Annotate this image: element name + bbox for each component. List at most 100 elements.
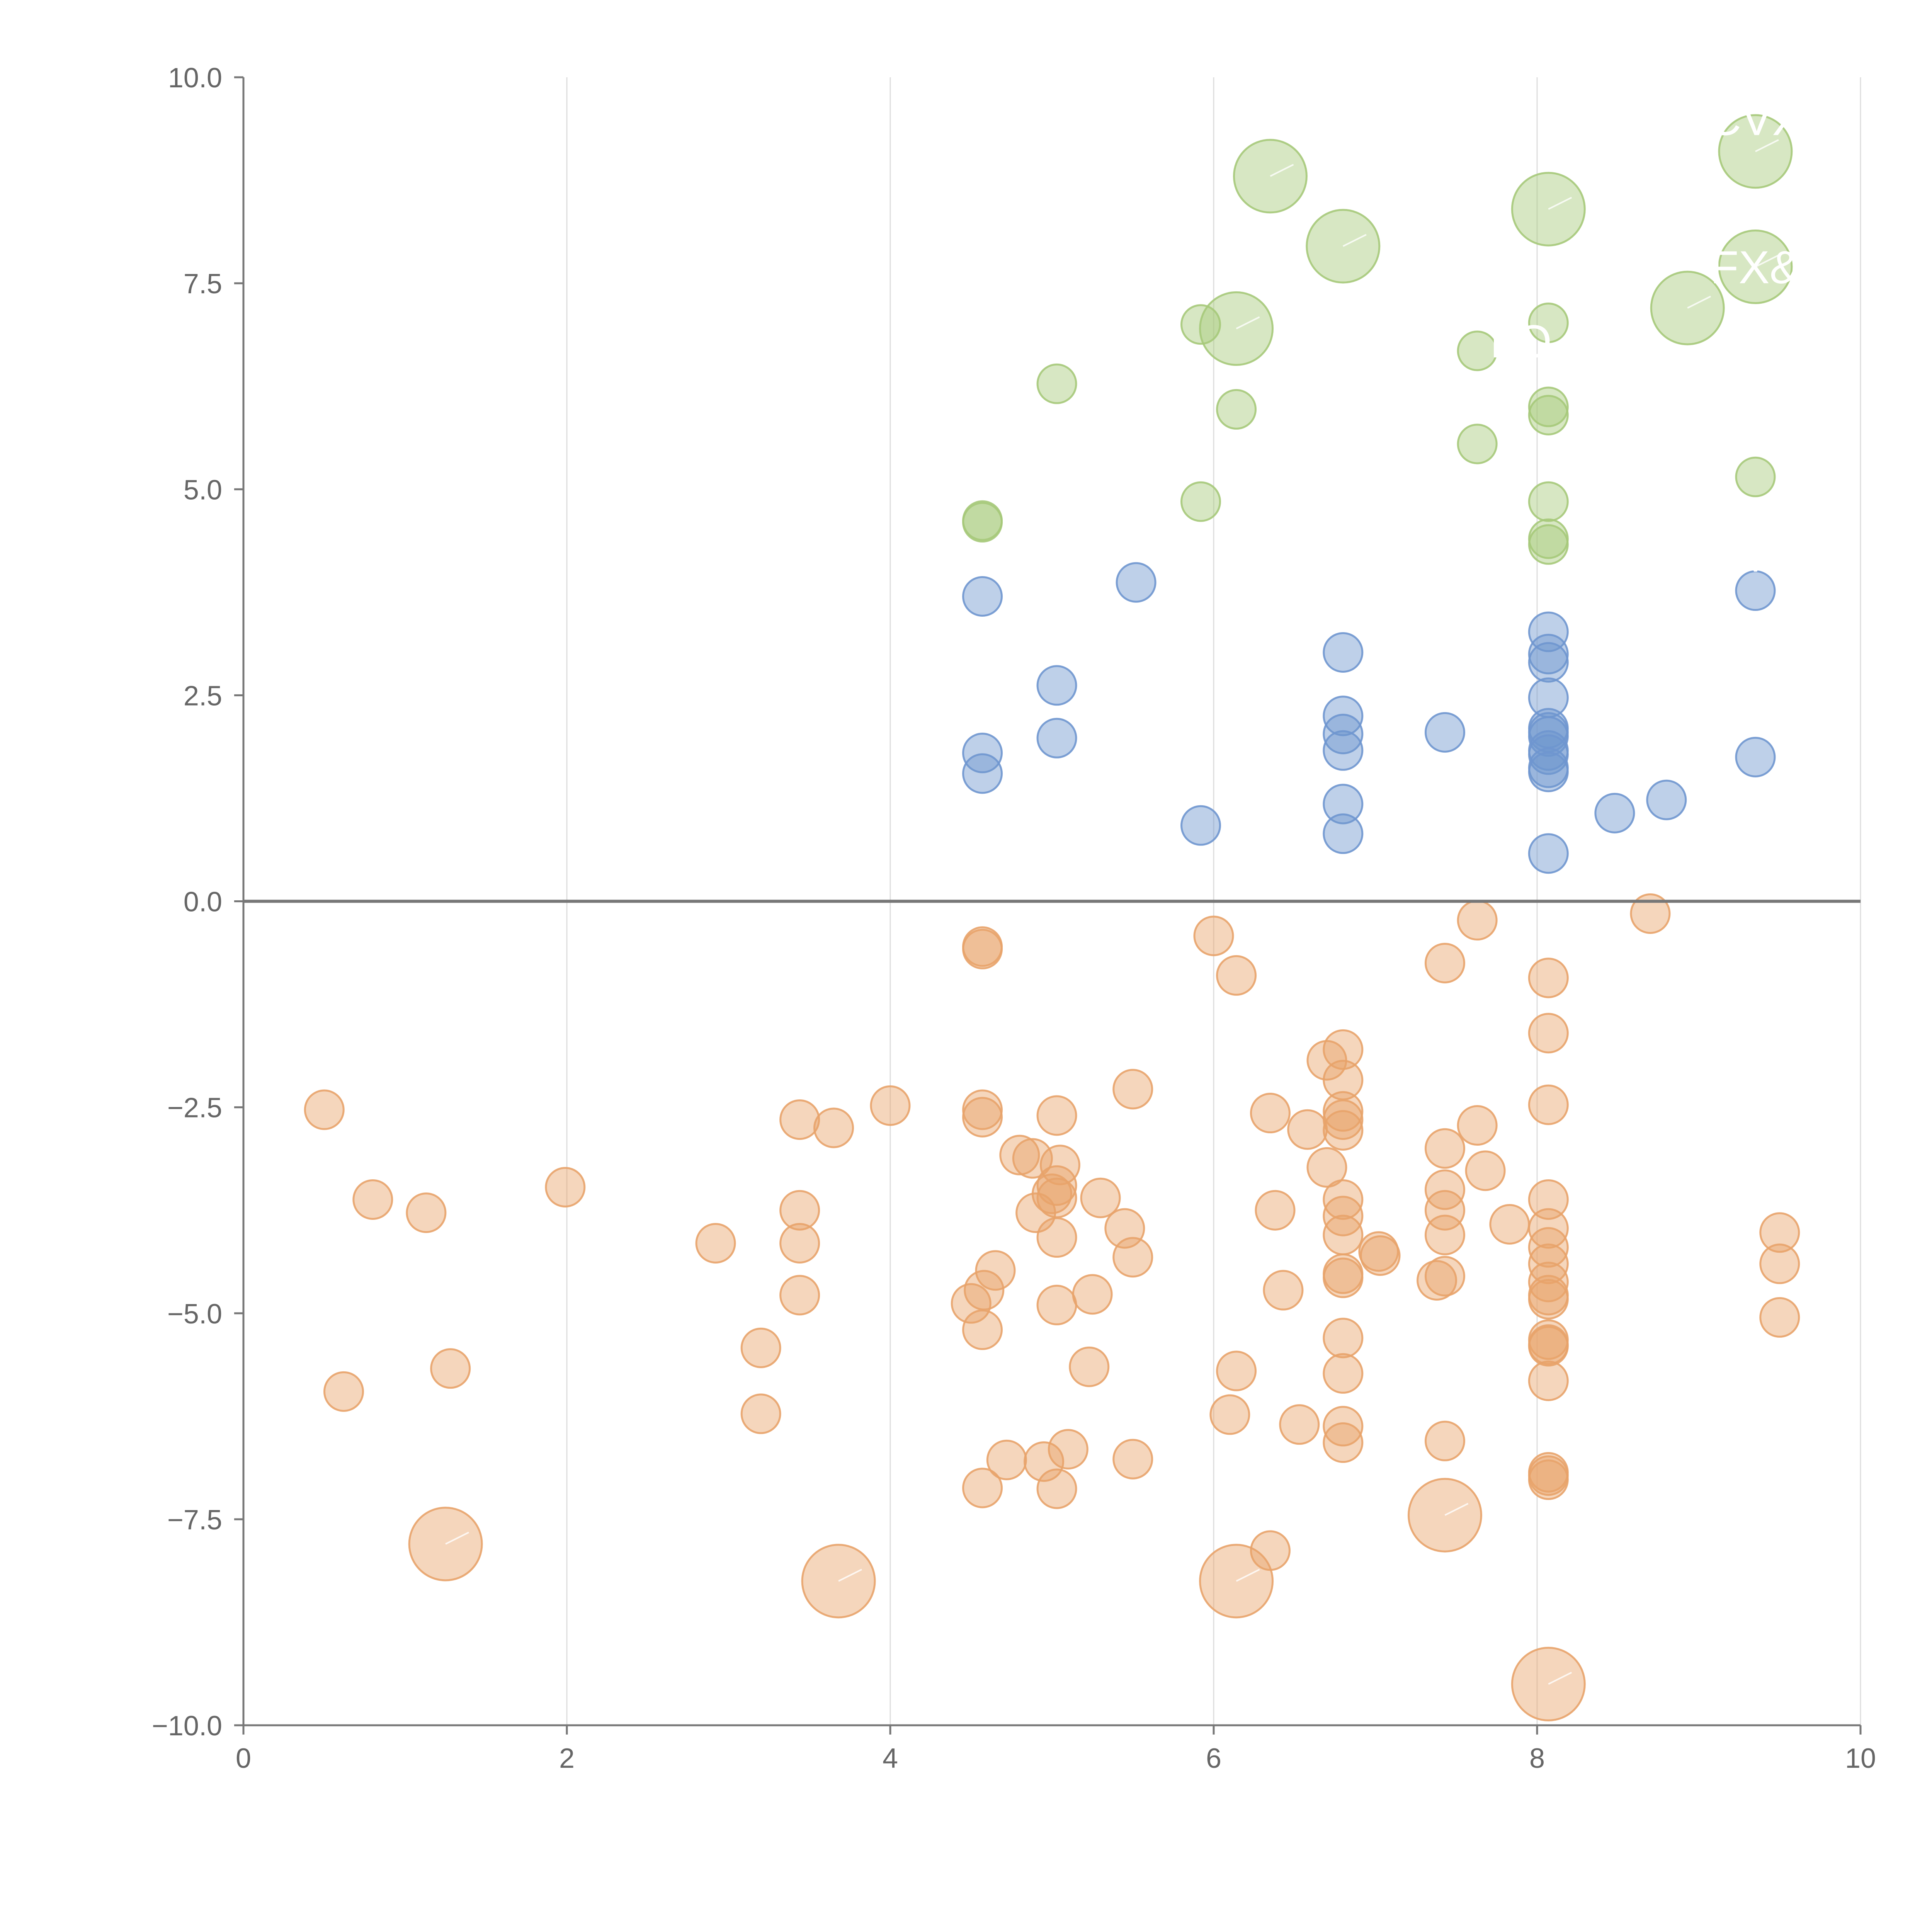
data-point-orange-27: [1424, 1128, 1465, 1169]
data-point-orange-35: [1424, 1169, 1465, 1210]
data-point-orange-63: [975, 1250, 1016, 1291]
data-point-blue-23: [962, 753, 1003, 794]
label-leaders: [445, 139, 1779, 1685]
data-point-orange-66: [1323, 1257, 1364, 1298]
data-point-green-21: [962, 502, 1003, 543]
label-leader-orange-110: [1548, 1672, 1572, 1685]
data-point-orange-44: [1424, 1190, 1465, 1231]
label-leader-orange-107: [838, 1569, 862, 1582]
data-point-orange-86: [1069, 1346, 1110, 1387]
data-point-orange-33: [545, 1167, 586, 1208]
y-tick-label-1: 7.5: [184, 269, 222, 299]
label-leader-green-0: [1270, 164, 1294, 177]
point-labels: CVX FX&LO M: [1490, 93, 1803, 582]
data-point-orange-71: [779, 1275, 820, 1316]
data-point-green-10: [1457, 330, 1498, 371]
data-point-orange-42: [779, 1190, 820, 1231]
point-label-0: CVX: [1708, 93, 1803, 145]
label-leader-green-6: [1236, 316, 1260, 330]
data-point-blue-17: [1323, 730, 1364, 771]
data-point-blue-0: [962, 576, 1003, 617]
data-point-orange-56: [779, 1223, 820, 1264]
data-point-blue-11: [1323, 714, 1364, 755]
data-point-orange-32: [1465, 1150, 1506, 1191]
data-point-blue-27: [1180, 805, 1221, 846]
y-tick-label-0: 10.0: [168, 63, 222, 94]
data-point-blue-6: [1528, 642, 1569, 683]
data-point-orange-75: [951, 1283, 992, 1324]
data-point-orange-31: [1306, 1147, 1347, 1188]
data-point-orange-45: [406, 1192, 447, 1233]
y-tick-label-4: 0.0: [184, 887, 222, 918]
data-point-orange-83: [740, 1327, 781, 1368]
data-point-orange-88: [1323, 1353, 1364, 1394]
data-point-orange-62: [1759, 1243, 1800, 1284]
data-point-blue-22: [1528, 752, 1569, 793]
y-tick-label-8: −10.0: [152, 1711, 222, 1742]
data-point-green-19: [1528, 524, 1569, 565]
data-point-orange-5: [1424, 942, 1465, 983]
data-point-orange-90: [740, 1393, 781, 1434]
data-point-blue-25: [1323, 784, 1364, 825]
data-point-orange-68: [1528, 1262, 1569, 1303]
data-point-green-14: [1457, 423, 1498, 464]
data-point-orange-77: [1759, 1297, 1800, 1338]
data-point-orange-2: [1193, 915, 1234, 956]
data-point-orange-85: [430, 1348, 471, 1389]
data-point-green-9: [1216, 389, 1257, 430]
data-point-blue-3: [1528, 611, 1569, 652]
y-tick-label-5: −2.5: [167, 1093, 222, 1124]
x-tick-label-5: 10: [1845, 1743, 1876, 1774]
data-point-orange-4: [962, 929, 1003, 969]
data-point-orange-24: [813, 1107, 854, 1148]
data-point-orange-58: [1358, 1231, 1399, 1272]
x-tick-label-2: 4: [883, 1743, 898, 1774]
data-point-orange-19: [1036, 1095, 1077, 1136]
data-point-orange-15: [304, 1089, 345, 1130]
y-tick-label-2: 5.0: [184, 474, 222, 505]
data-point-green-13: [1528, 395, 1569, 435]
data-point-blue-7: [1036, 665, 1077, 706]
data-point-orange-55: [695, 1223, 736, 1264]
data-point-orange-59: [1360, 1235, 1401, 1276]
data-point-blue-15: [1036, 718, 1077, 759]
data-point-orange-37: [1080, 1177, 1121, 1218]
data-point-blue-28: [1323, 813, 1364, 854]
data-point-orange-53: [1323, 1214, 1364, 1255]
label-leader-orange-108: [1236, 1569, 1260, 1582]
data-point-orange-102: [1528, 1459, 1569, 1500]
data-point-orange-43: [1255, 1190, 1296, 1231]
data-point-blue-4: [1323, 632, 1364, 673]
data-points: [304, 114, 1800, 1721]
data-point-orange-1: [1457, 900, 1498, 941]
data-point-green-8: [1036, 363, 1077, 404]
y-tick-label-7: −7.5: [167, 1505, 222, 1536]
data-point-orange-82: [1528, 1326, 1569, 1367]
data-point-orange-28: [999, 1134, 1040, 1175]
label-leader-green-2: [1548, 197, 1572, 210]
point-label-2: LO: [1490, 316, 1552, 367]
data-point-orange-79: [1323, 1318, 1364, 1359]
data-point-orange-12: [1112, 1069, 1153, 1110]
x-tick-label-4: 8: [1529, 1743, 1545, 1774]
label-leader-green-1: [1342, 234, 1367, 247]
data-point-orange-97: [986, 1439, 1027, 1480]
x-tick-label-3: 6: [1206, 1743, 1221, 1774]
data-point-orange-61: [1528, 1243, 1569, 1284]
label-leader-green-5: [1687, 296, 1711, 309]
x-tick-label-1: 2: [559, 1743, 575, 1774]
data-point-orange-20: [962, 1097, 1003, 1138]
data-point-orange-89: [1528, 1361, 1569, 1401]
data-point-orange-39: [352, 1179, 393, 1220]
data-point-green-15: [1735, 456, 1776, 497]
data-point-blue-24: [1646, 779, 1687, 820]
data-point-green-7: [1180, 304, 1221, 345]
data-point-orange-40: [1528, 1179, 1569, 1220]
data-point-orange-99: [1112, 1439, 1153, 1480]
data-point-blue-29: [1528, 833, 1569, 874]
data-point-orange-60: [1112, 1237, 1153, 1278]
data-point-orange-96: [1048, 1429, 1088, 1470]
data-point-green-12: [1528, 386, 1569, 427]
y-tick-label-6: −5.0: [167, 1299, 222, 1330]
